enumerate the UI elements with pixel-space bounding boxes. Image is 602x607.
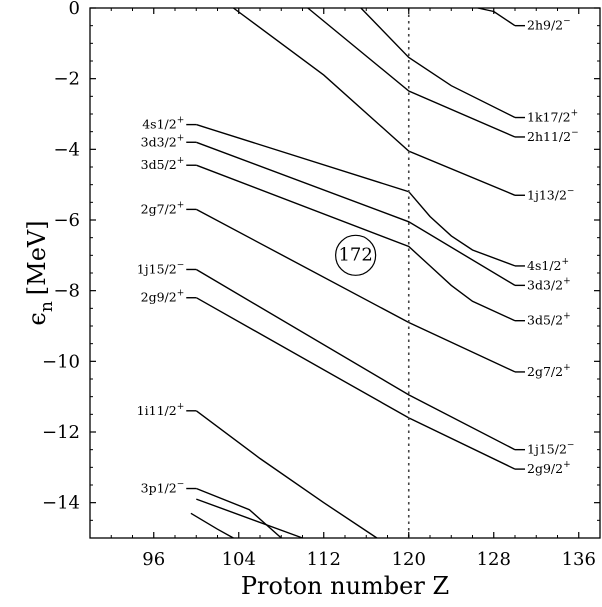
annotation: 172	[335, 234, 377, 276]
x-tick-label-4: 120	[392, 549, 426, 570]
y-axis-title: ϵn [MeV]	[23, 220, 57, 325]
left-level-label-4: 2g7/2+	[141, 200, 185, 216]
y-tick-label-7: −12	[42, 422, 80, 443]
x-tick-label-2: 104	[222, 549, 256, 570]
right-level-label-3: 2h11/2−	[527, 128, 579, 144]
level-curve-8	[196, 487, 282, 539]
right-level-label-10: 2g9/2+	[527, 460, 571, 476]
y-axis-units: [MeV]	[23, 220, 51, 295]
right-level-label-2: 1k17/2+	[527, 109, 578, 125]
level-curve-12	[307, 7, 516, 138]
left-level-label-6: 2g9/2+	[141, 289, 185, 305]
level-curve-14	[477, 7, 516, 27]
label-lines	[186, 24, 525, 490]
axis-ticks: 96 104 112 120 128 136 0 −2 −4 −6 −8 −10 −12 −14	[42, 0, 600, 570]
y-tick-label-4: −6	[53, 210, 80, 231]
x-tick-label-5: 128	[477, 549, 511, 570]
right-level-label-1: 2h9/2−	[527, 17, 571, 33]
level-curve-3	[196, 164, 516, 322]
level-curve-11	[232, 7, 516, 196]
left-level-label-7: 1i11/2+	[137, 402, 185, 418]
y-tick-label-6: −10	[42, 351, 80, 372]
level-curve-6	[195, 297, 516, 470]
svg-text:ϵn[MeV]: ϵn [MeV]	[23, 220, 57, 325]
right-level-label-8: 2g7/2+	[527, 363, 571, 379]
y-axis-subscript: n	[37, 301, 57, 312]
level-curve-4	[195, 208, 516, 373]
level-curve-10	[196, 498, 303, 539]
level-labels: 4s1/2+3d3/2+3d5/2+2g7/2+1j15/2−2g9/2+1i1…	[137, 17, 579, 496]
annotation-text: 172	[338, 244, 372, 265]
x-axis-title: Proton number Z	[241, 572, 449, 600]
y-tick-label-2: −2	[53, 69, 80, 90]
annotation-circle	[335, 234, 377, 276]
y-tick-label-8: −14	[42, 493, 80, 514]
y-tick-label-5: −8	[53, 281, 80, 302]
x-tick-label-3: 112	[307, 549, 341, 570]
level-curve-5	[195, 268, 516, 451]
level-curve-9	[190, 512, 234, 539]
y-tick-label-3: −4	[53, 139, 80, 160]
level-curves	[190, 7, 516, 539]
right-level-label-9: 1j15/2−	[527, 441, 574, 457]
right-level-label-6: 3d3/2+	[527, 276, 571, 292]
left-level-label-2: 3d3/2+	[141, 133, 185, 149]
level-curve-7	[195, 410, 378, 539]
right-level-label-7: 3d5/2+	[527, 312, 571, 328]
right-level-label-5: 4s1/2+	[527, 257, 569, 273]
y-axis-symbol: ϵ	[23, 312, 51, 325]
left-level-label-1: 4s1/2+	[142, 116, 184, 132]
x-tick-label-1: 96	[142, 549, 165, 570]
left-level-label-5: 1j15/2−	[137, 260, 184, 276]
level-curve-2	[196, 141, 516, 287]
level-curve-1	[196, 123, 516, 267]
left-level-label-3: 3d5/2+	[141, 156, 185, 172]
y-tick-label-1: 0	[69, 0, 80, 19]
right-level-label-4: 1j13/2−	[527, 186, 574, 202]
level-curve-13	[360, 7, 516, 119]
left-level-label-8: 3p1/2−	[141, 480, 185, 496]
x-tick-label-6: 136	[562, 549, 596, 570]
